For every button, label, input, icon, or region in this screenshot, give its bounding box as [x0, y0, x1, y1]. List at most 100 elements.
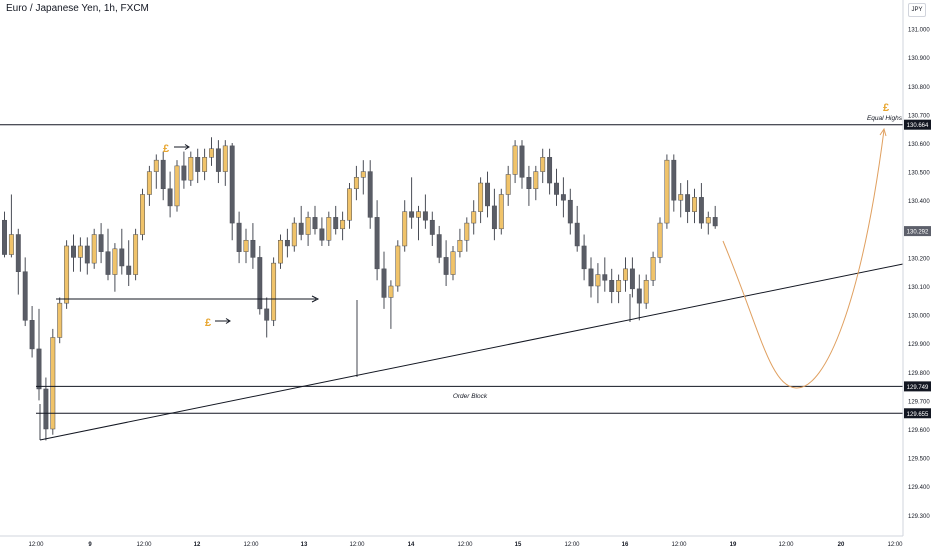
candle-body — [602, 274, 608, 281]
candle-body — [2, 219, 7, 255]
candle-body — [257, 257, 263, 310]
y-tick-label: 129.900 — [908, 342, 930, 348]
candle-body — [485, 182, 490, 207]
candle-body — [264, 308, 270, 321]
projection-curve — [722, 129, 885, 389]
x-tick-label: 20 — [838, 542, 845, 548]
x-tick-label: 12:00 — [457, 542, 473, 548]
x-tick-label: 12:00 — [28, 542, 44, 548]
candle-body — [188, 157, 194, 181]
x-tick-label: 12 — [194, 542, 201, 548]
candle-body — [643, 280, 649, 304]
candle-body — [333, 217, 339, 230]
candle-body — [478, 182, 484, 212]
candle-body — [119, 248, 125, 267]
candle-body — [209, 148, 214, 158]
candle-body — [153, 159, 159, 172]
candle-body — [505, 174, 511, 195]
candle-body — [574, 222, 580, 247]
candle-body — [140, 194, 145, 235]
candle-body — [554, 182, 559, 195]
y-tick-label: 130.100 — [908, 285, 930, 291]
candle-body — [498, 194, 504, 230]
candle-body — [91, 234, 97, 264]
candle-body — [671, 159, 677, 201]
candle-body — [636, 288, 642, 304]
x-tick-label: 14 — [408, 542, 415, 548]
candle-body — [319, 228, 325, 241]
ob-bottom-price-label-bg — [904, 408, 931, 419]
candle-body — [57, 302, 63, 338]
y-tick-label: 129.300 — [908, 514, 930, 520]
chart-title: Euro / Japanese Yen, 1h, FXCM — [6, 3, 149, 14]
currency-badge[interactable]: JPY — [908, 3, 926, 17]
candle-body — [422, 211, 428, 221]
candle-body — [160, 159, 166, 190]
candle-body — [402, 211, 408, 247]
candle-body — [581, 245, 587, 270]
y-tick-label: 129.800 — [908, 371, 930, 377]
candle-body — [298, 222, 304, 235]
y-tick-label: 129.500 — [908, 457, 930, 463]
candle-body — [50, 337, 56, 430]
equal-highs-price-label: 130.664 — [907, 123, 929, 129]
pound-marker: £ — [163, 143, 169, 155]
candle-body — [326, 217, 332, 241]
candle-body — [278, 239, 283, 264]
candle-body — [450, 251, 456, 275]
pointer-arrow-head — [184, 144, 190, 150]
candle-body — [22, 271, 28, 321]
candle-body — [271, 262, 277, 321]
candle-body — [409, 211, 415, 218]
candle-body — [71, 245, 76, 258]
candle-body — [112, 248, 118, 275]
candle-body — [650, 257, 656, 281]
candle-body — [133, 234, 139, 275]
candle-body — [464, 222, 470, 241]
current-price-label-bg — [904, 226, 931, 237]
candle-body — [595, 274, 601, 287]
price-axis: 131.000 130.900 130.800 130.700 130.600 130.5… — [902, 0, 931, 536]
candle-body — [305, 217, 311, 235]
candle-body — [105, 251, 111, 275]
x-tick-label: 12:00 — [564, 542, 580, 548]
y-tick-label: 130.200 — [908, 256, 930, 262]
candle-body — [36, 348, 42, 390]
ob-top-price-label: 129.749 — [907, 385, 929, 391]
candle-body — [236, 222, 242, 252]
candle-body — [629, 268, 635, 290]
candle-body — [429, 219, 435, 235]
x-tick-label: 16 — [622, 542, 629, 548]
pound-marker: £ — [883, 102, 889, 114]
x-tick-label: 12:00 — [778, 542, 794, 548]
y-tick-label: 130.000 — [908, 314, 930, 320]
candle-body — [416, 211, 421, 218]
equal-highs-label: Equal Highs — [867, 115, 903, 122]
equal-highs-price-label-bg — [904, 119, 931, 130]
candle-body — [64, 245, 70, 304]
candle-body — [692, 197, 697, 212]
y-tick-label: 130.800 — [908, 85, 930, 91]
candle-body — [195, 157, 201, 172]
candle-body — [685, 194, 691, 212]
current-price-label: 130.292 — [907, 230, 929, 236]
x-tick-label: 13 — [301, 542, 308, 548]
candle-body — [388, 285, 394, 298]
y-tick-label: 130.600 — [908, 142, 930, 148]
x-tick-label: 12:00 — [349, 542, 365, 548]
candle-body — [588, 268, 594, 287]
candle-body — [284, 239, 290, 247]
candle-body — [250, 239, 256, 258]
candle-body — [340, 219, 346, 230]
y-tick-label: 130.900 — [908, 56, 930, 62]
candle-body — [457, 239, 463, 252]
candle-body — [84, 245, 90, 264]
candle-body — [77, 245, 83, 258]
y-tick-label: 129.400 — [908, 485, 930, 491]
candle-body — [436, 234, 442, 258]
candle-body — [443, 257, 449, 275]
arrow-head — [311, 295, 320, 303]
y-tick-label: 130.700 — [908, 113, 930, 119]
